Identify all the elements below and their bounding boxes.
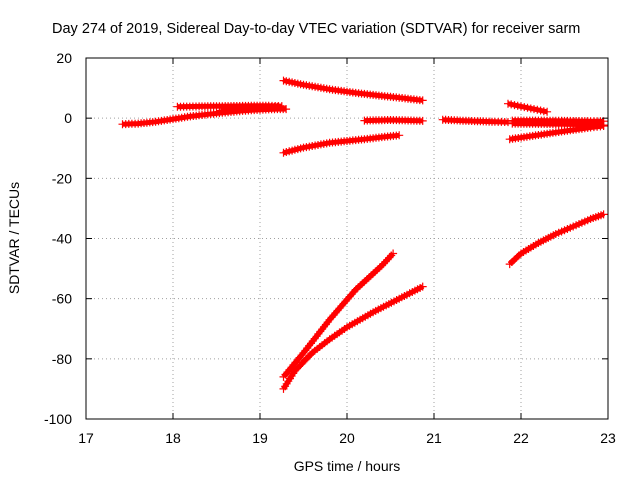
y-tick-label: -80 [52,351,72,367]
data-series [279,282,427,393]
data-point [418,116,427,125]
x-tick-label: 21 [426,430,442,446]
data-point [539,107,548,116]
data-point [282,105,291,114]
data-series [438,115,512,127]
series-layer [118,76,608,393]
chart-title: Day 274 of 2019, Sidereal Day-to-day VTE… [52,21,580,37]
data-point [533,105,542,114]
series-path [507,212,605,266]
data-series [216,102,282,115]
data-point [530,105,538,114]
x-tick-label: 17 [78,430,94,446]
data-point [379,259,388,268]
data-series [360,116,427,125]
data-point [387,251,396,260]
y-tick-label: -40 [52,231,72,247]
y-tick-label: -20 [52,170,72,186]
data-point [507,100,516,109]
data-point [543,107,552,116]
x-tick-label: 19 [252,430,268,446]
data-point [395,131,404,140]
data-series [279,131,404,157]
x-tick-label: 20 [339,430,355,446]
x-tick-label: 18 [165,430,181,446]
data-point [599,122,608,130]
data-series [505,122,608,144]
series-path [281,284,424,391]
grid [86,58,608,419]
data-point [383,255,392,264]
y-tick-label: -100 [44,411,72,427]
data-series [504,99,552,116]
data-point [389,249,398,258]
data-series [279,76,427,105]
data-point [418,96,427,105]
data-point [517,102,525,111]
data-point [377,261,386,270]
x-tick-label: 23 [600,430,616,446]
y-axis-title: SDTVAR / TECUs [6,182,22,294]
data-point [599,210,608,219]
y-tick-label: -60 [52,291,72,307]
data-point [273,102,282,111]
data-point [504,118,512,127]
ticks: 17 18 19 20 21 22 23 20 0 -20 -40 -60 -80 -100 [44,50,616,446]
x-tick-label: 22 [513,430,529,446]
data-series [279,249,398,381]
data-series [505,210,608,269]
data-point [523,103,532,112]
data-point [418,282,427,291]
data-point [381,257,390,266]
x-axis-title: GPS time / hours [294,458,401,474]
y-tick-label: 20 [56,50,72,66]
y-tick-label: 0 [64,110,72,126]
